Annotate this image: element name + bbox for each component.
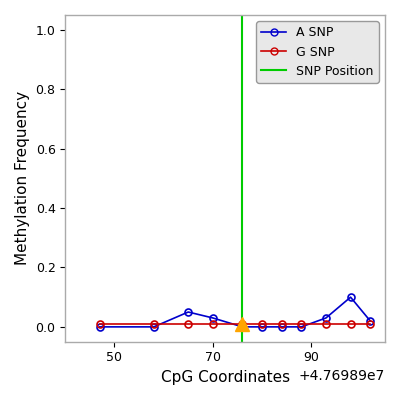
Legend: A SNP, G SNP, SNP Position: A SNP, G SNP, SNP Position [256,21,379,83]
X-axis label: CpG Coordinates: CpG Coordinates [160,370,290,385]
Y-axis label: Methylation Frequency: Methylation Frequency [15,91,30,266]
